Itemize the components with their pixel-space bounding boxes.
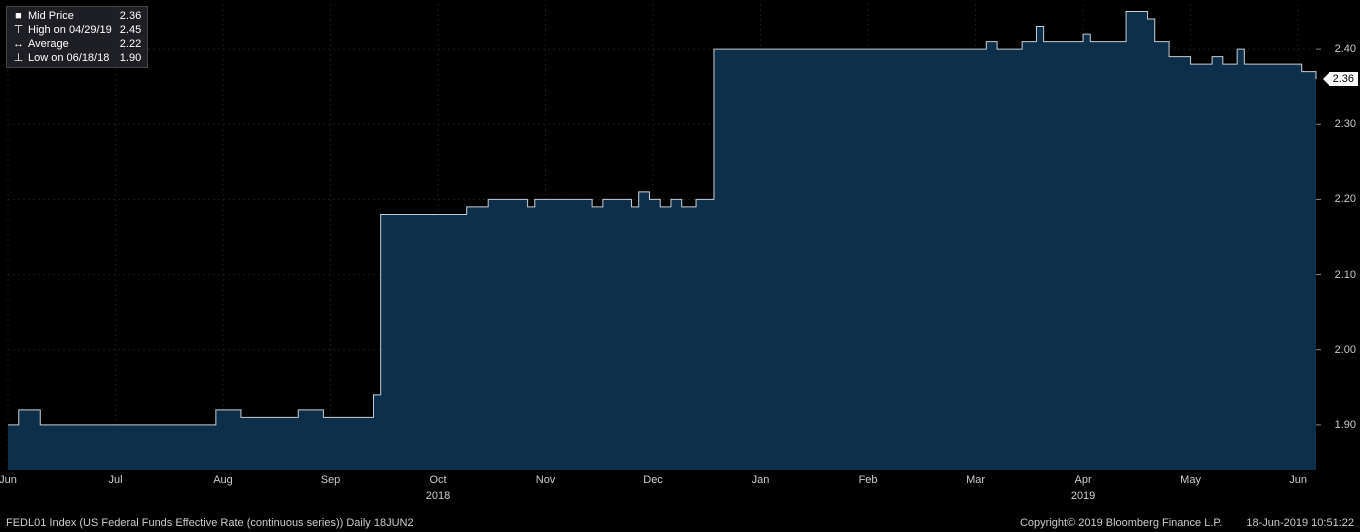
legend-row: ⊥ Low on 06/18/18 1.90 <box>11 51 143 65</box>
low-icon: ⊥ <box>11 51 26 65</box>
x-tick-label: Jun <box>0 474 17 486</box>
footer-copyright: Copyright© 2019 Bloomberg Finance L.P. <box>1020 517 1222 529</box>
y-tick-label: 2.10 <box>1335 269 1356 281</box>
x-tick-label: Feb <box>859 474 878 486</box>
y-tick-label: 2.00 <box>1335 344 1356 356</box>
legend-label: High on 04/29/19 <box>26 23 114 37</box>
y-tick-label: 2.30 <box>1335 118 1356 130</box>
last-price-tag: 2.36 <box>1329 72 1358 86</box>
x-tick-label: Dec <box>643 474 663 486</box>
legend-value: 2.36 <box>114 9 143 23</box>
x-tick-label: Aug <box>213 474 233 486</box>
legend-row: ⊤ High on 04/29/19 2.45 <box>11 23 143 37</box>
x-year-label: 2018 <box>426 490 450 502</box>
footer-series-desc: FEDL01 Index (US Federal Funds Effective… <box>6 517 414 529</box>
x-tick-label: Jan <box>752 474 770 486</box>
legend-value: 2.45 <box>114 23 143 37</box>
x-tick-label: Apr <box>1075 474 1092 486</box>
x-tick-label: Sep <box>321 474 341 486</box>
legend-label: Average <box>26 37 114 51</box>
legend-value: 2.22 <box>114 37 143 51</box>
y-tick-label: 2.40 <box>1335 43 1356 55</box>
x-year-label: 2019 <box>1071 490 1095 502</box>
footer-bar: FEDL01 Index (US Federal Funds Effective… <box>0 514 1360 532</box>
legend-box: ■ Mid Price 2.36 ⊤ High on 04/29/19 2.45… <box>6 6 148 68</box>
x-tick-label: Jul <box>108 474 122 486</box>
legend-row: ↔ Average 2.22 <box>11 37 143 51</box>
x-tick-label: May <box>1180 474 1201 486</box>
legend-row: ■ Mid Price 2.36 <box>11 9 143 23</box>
x-tick-label: Mar <box>966 474 985 486</box>
legend-label: Mid Price <box>26 9 114 23</box>
legend-label: Low on 06/18/18 <box>26 51 114 65</box>
avg-icon: ↔ <box>11 37 26 51</box>
chart-area: 1.90 2.00 2.10 2.20 2.30 2.40 2.36 <box>0 0 1360 470</box>
y-tick-label: 1.90 <box>1335 419 1356 431</box>
x-tick-label: Nov <box>536 474 556 486</box>
x-axis: Jun Jul Aug Sep Oct Nov Dec Jan Feb Mar Apr May Jun 2… <box>0 470 1360 510</box>
high-icon: ⊤ <box>11 23 26 37</box>
x-tick-label: Jun <box>1289 474 1307 486</box>
legend-value: 1.90 <box>114 51 143 65</box>
footer-timestamp: 18-Jun-2019 10:51:22 <box>1246 517 1354 529</box>
price-chart <box>0 0 1360 470</box>
square-icon: ■ <box>11 9 26 23</box>
x-tick-label: Oct <box>429 474 446 486</box>
y-tick-label: 2.20 <box>1335 193 1356 205</box>
